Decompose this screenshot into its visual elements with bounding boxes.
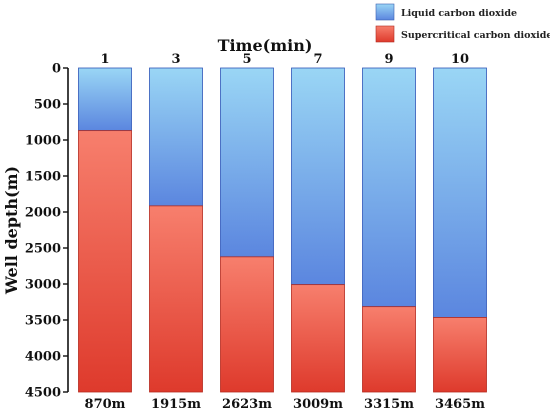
y-tick-label: 4500 (25, 386, 61, 401)
bar-bottom-label: 870m (85, 397, 126, 412)
x-axis-title: Time(min) (218, 36, 313, 55)
bar-liquid (291, 67, 345, 286)
bar-supercritical (291, 284, 345, 393)
bars (78, 67, 487, 393)
x-category-label: 3 (171, 52, 180, 67)
x-category-label: 7 (313, 52, 322, 67)
x-category-label: 1 (100, 52, 109, 67)
y-tick-label: 4000 (25, 350, 61, 365)
bar-liquid (220, 67, 274, 258)
y-tick-label: 1000 (25, 134, 61, 149)
bar-supercritical (433, 317, 487, 393)
y-tick-label: 500 (34, 98, 61, 113)
y-tick-label: 2000 (25, 206, 61, 221)
y-tick-label: 2500 (25, 242, 61, 257)
bar-liquid (149, 67, 203, 207)
bar-liquid (362, 67, 416, 308)
bar-supercritical (362, 306, 416, 393)
legend-swatch-supercritical (375, 25, 395, 43)
y-tick-label: 3000 (25, 278, 61, 293)
bar-supercritical (78, 130, 132, 393)
y-tick-label: 3500 (25, 314, 61, 329)
bar-supercritical (220, 256, 274, 393)
bar-bottom-label: 1915m (151, 397, 201, 412)
bar-bottom-label: 2623m (222, 397, 272, 412)
bar-supercritical (149, 205, 203, 393)
bar-liquid (78, 67, 132, 132)
x-category-label: 9 (384, 52, 393, 67)
legend-label-supercritical: Supercritical carbon dioxide (401, 30, 550, 41)
y-axis: 0 500 1000 1500 2000 2500 3000 3500 4000 4500 (25, 62, 69, 401)
y-tick-label: 1500 (25, 170, 61, 185)
bar-bottom-label: 3315m (364, 397, 414, 412)
x-category-label: 10 (451, 52, 469, 67)
category-labels: 1 3 5 7 9 10 (100, 52, 469, 67)
bar-liquid (433, 67, 487, 318)
legend-swatch-liquid (375, 3, 395, 21)
bar-bottom-label: 3009m (293, 397, 343, 412)
x-category-label: 5 (242, 52, 251, 67)
legend: Liquid carbon dioxide Supercritical carb… (375, 3, 550, 43)
legend-label-liquid: Liquid carbon dioxide (401, 8, 517, 19)
bar-bottom-label: 3465m (435, 397, 485, 412)
y-tick-label: 0 (52, 62, 61, 77)
bottom-labels: 870m 1915m 2623m 3009m 3315m 3465m (85, 397, 486, 412)
y-axis-title: Well depth(m) (2, 166, 21, 295)
